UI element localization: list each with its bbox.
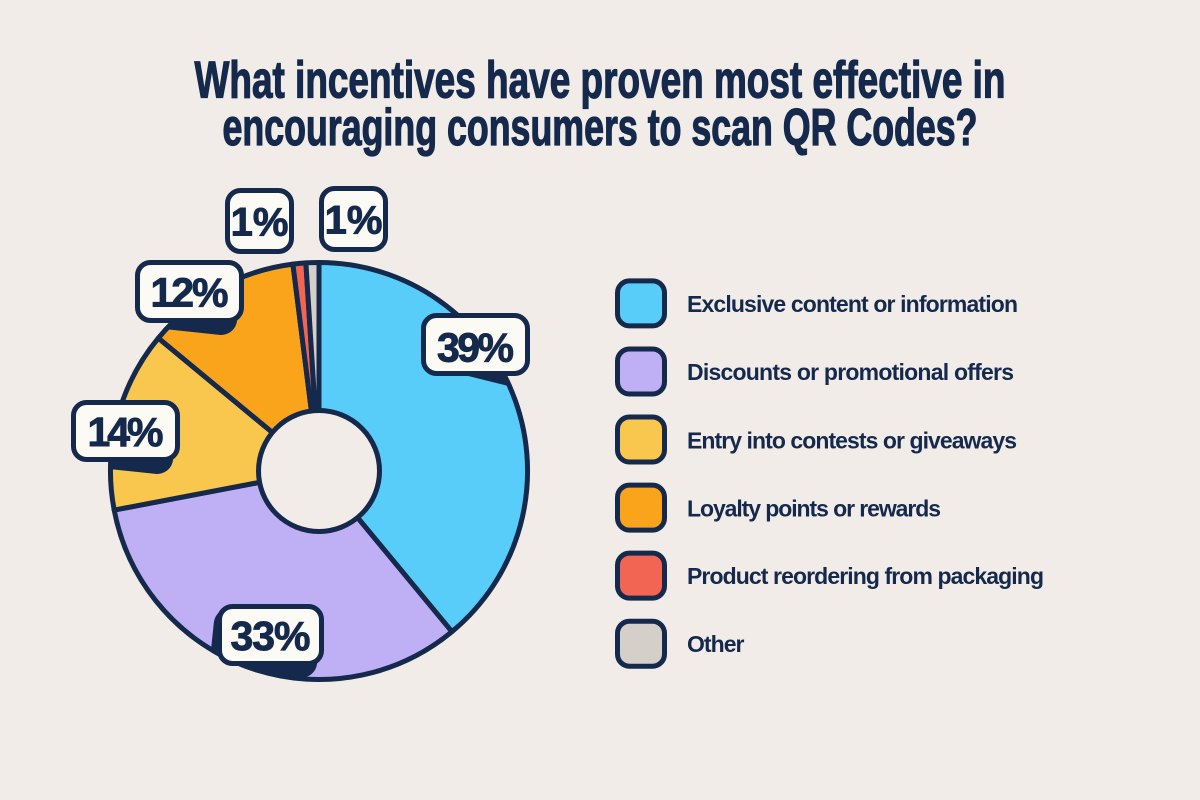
svg-text:1%: 1%: [325, 198, 383, 242]
svg-text:14%: 14%: [88, 409, 164, 455]
svg-text:39%: 39%: [437, 324, 514, 370]
svg-text:1%: 1%: [231, 200, 289, 244]
svg-text:Product reordering from packag: Product reordering from packaging: [687, 563, 1044, 589]
svg-text:Discounts or promotional offer: Discounts or promotional offers: [687, 359, 1014, 385]
svg-text:Other: Other: [687, 631, 745, 657]
svg-text:Exclusive content or informati: Exclusive content or information: [687, 291, 1018, 317]
svg-text:33%: 33%: [231, 613, 311, 659]
svg-text:What incentives have proven mo: What incentives have proven most effecti…: [195, 51, 1006, 109]
svg-text:Loyalty points or rewards: Loyalty points or rewards: [687, 495, 941, 521]
svg-text:encouraging consumers to scan: encouraging consumers to scan QR Codes?: [223, 99, 978, 157]
svg-text:12%: 12%: [151, 269, 229, 315]
svg-text:Entry into contests or giveawa: Entry into contests or giveaways: [687, 427, 1017, 453]
